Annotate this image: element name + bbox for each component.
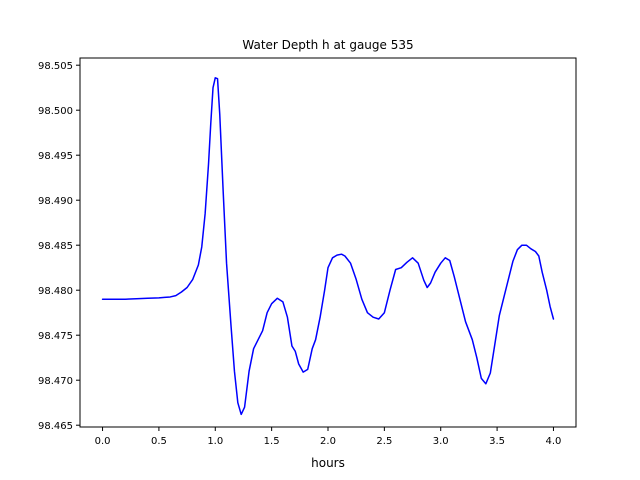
x-tick-label: 1.5 (264, 436, 280, 447)
x-tick-label: 3.0 (433, 436, 449, 447)
y-tick-label: 98.495 (38, 151, 73, 162)
chart-title: Water Depth h at gauge 535 (242, 38, 413, 52)
tick-layer: 0.0 0.5 1.0 1.5 2.0 2.5 3.0 3.5 4.0 98.465 98.470 9… (38, 61, 561, 447)
series-line (101, 77, 555, 416)
x-tick-label: 2.0 (320, 436, 336, 447)
x-tick-label: 2.5 (376, 436, 392, 447)
y-tick-label: 98.505 (38, 61, 73, 72)
x-axis-label: hours (311, 456, 345, 470)
y-tick-label: 98.475 (38, 331, 73, 342)
axes-frame (79, 57, 577, 428)
y-tick-label: 98.465 (38, 421, 73, 432)
y-tick-label: 98.470 (38, 376, 73, 387)
y-tick-label: 98.480 (38, 286, 73, 297)
y-tick-label: 98.490 (38, 196, 73, 207)
y-tick-label: 98.485 (38, 241, 73, 252)
plot-layer (101, 77, 555, 416)
x-tick-label: 4.0 (546, 436, 562, 447)
x-tick-label: 0.0 (95, 436, 111, 447)
x-tick-label: 0.5 (151, 436, 167, 447)
y-tick-label: 98.500 (38, 106, 73, 117)
x-tick-label: 1.0 (207, 436, 223, 447)
x-tick-label: 3.5 (489, 436, 505, 447)
